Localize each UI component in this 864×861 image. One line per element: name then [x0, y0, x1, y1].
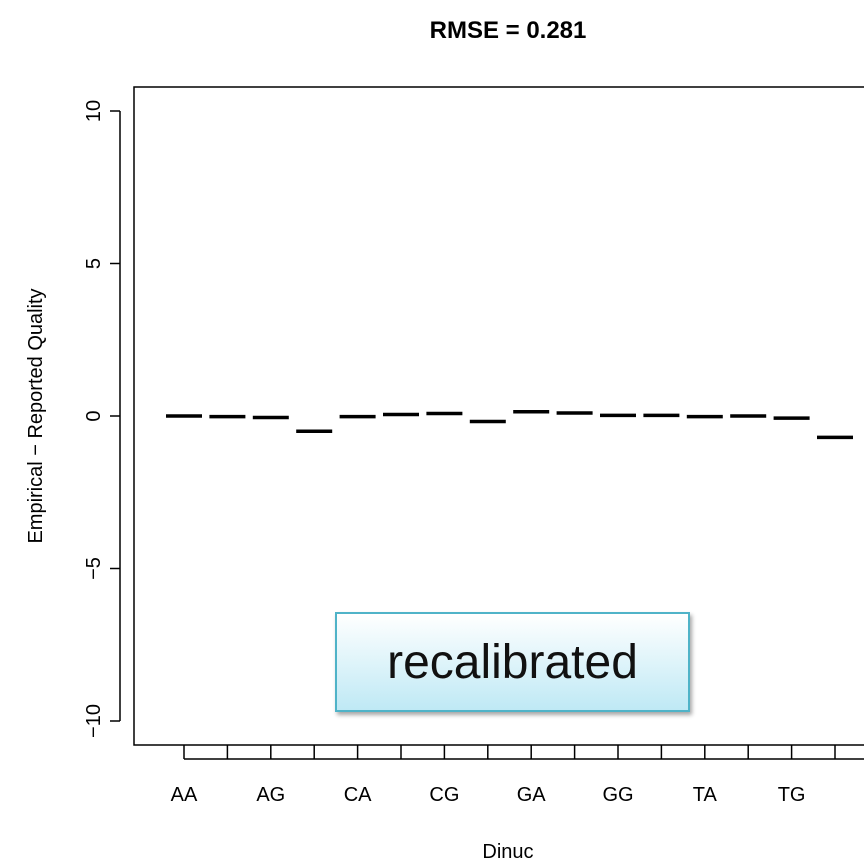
- x-tick-label: TA: [693, 784, 718, 806]
- x-axis-label: Dinuc: [482, 841, 533, 861]
- chart-title: RMSE = 0.281: [430, 17, 587, 44]
- x-axis: AA AG CA CG GA GG TA TG: [171, 745, 864, 806]
- y-tick-label: −5: [83, 557, 105, 580]
- y-tick-label: 5: [83, 258, 105, 269]
- y-tick-label: −10: [83, 704, 105, 738]
- x-tick-label: GG: [602, 784, 633, 806]
- x-tick-label: TG: [778, 784, 806, 806]
- x-tick-label: CA: [344, 784, 372, 806]
- x-tick-label: GA: [517, 784, 547, 806]
- x-tick-label: AA: [171, 784, 198, 806]
- y-axis: 10 5 0 −5 −10: [83, 100, 121, 738]
- recalibrated-callout: recalibrated: [335, 612, 690, 712]
- data-marks: [166, 409, 853, 440]
- x-tick-label: AG: [256, 784, 285, 806]
- y-tick-label: 0: [83, 410, 105, 421]
- y-axis-label: Empirical − Reported Quality: [25, 288, 47, 543]
- x-tick-label: CG: [429, 784, 459, 806]
- plot-frame: [133, 86, 864, 746]
- y-tick-label: 10: [83, 100, 105, 122]
